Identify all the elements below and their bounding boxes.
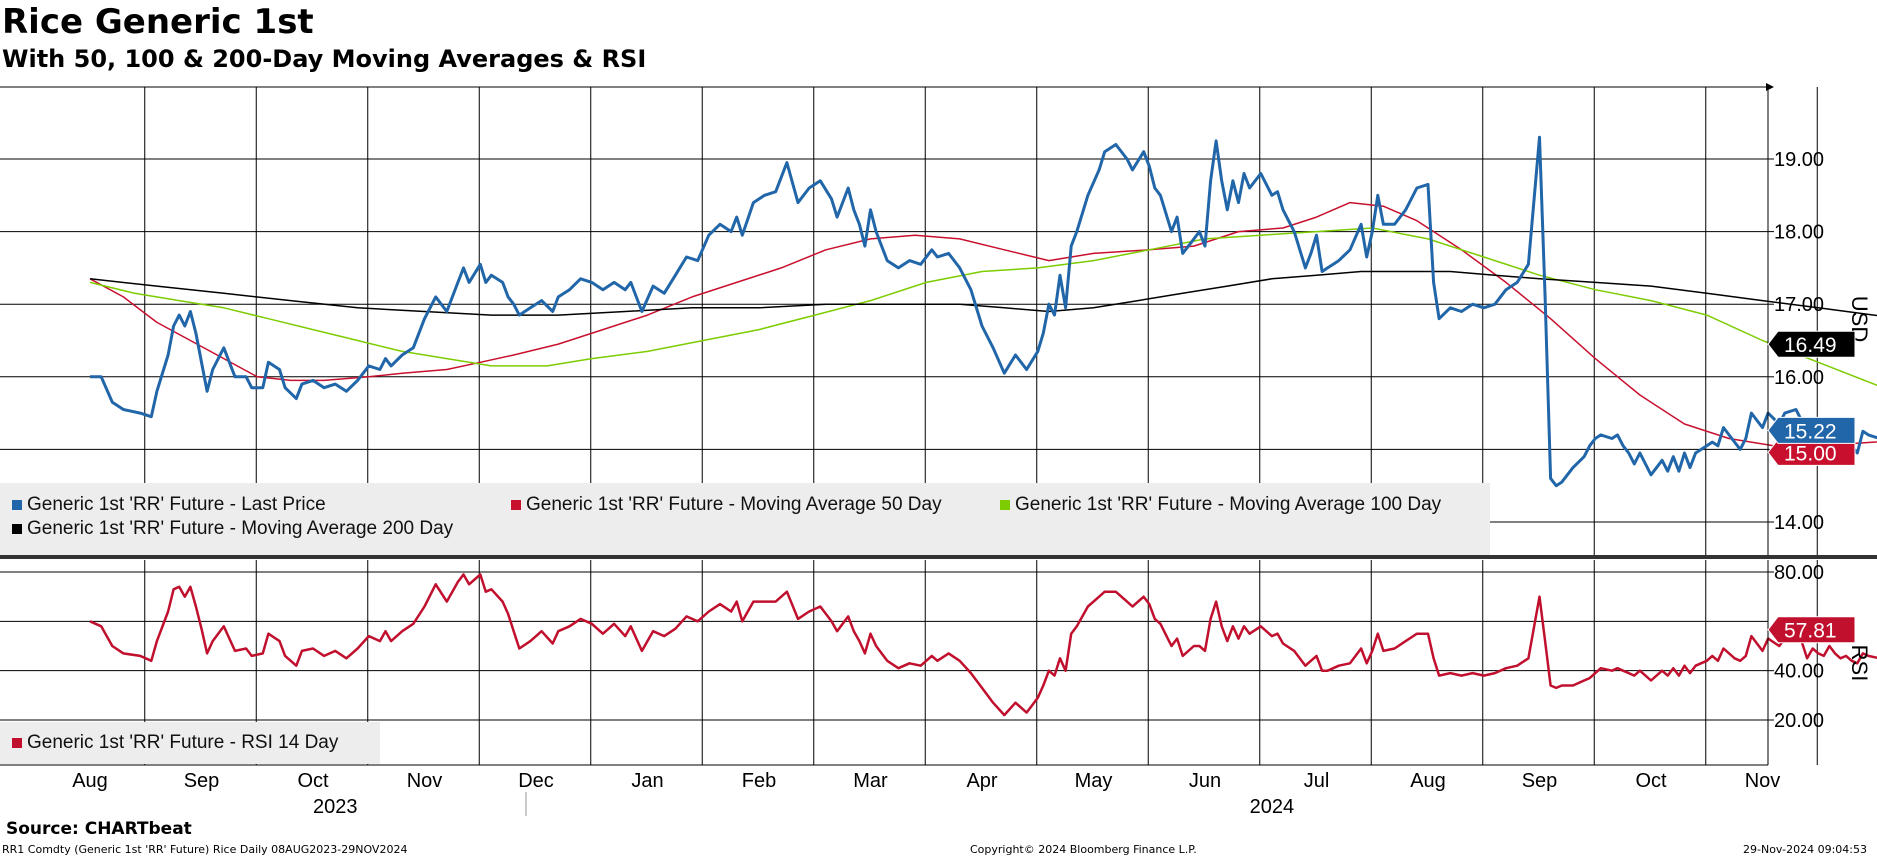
x-year-label: 2023: [313, 796, 358, 818]
value-tag-bg: [1767, 416, 1856, 444]
x-month-label: Feb: [742, 770, 776, 792]
footer-timestamp: 29-Nov-2024 09:04:53: [1743, 843, 1868, 856]
price-y-tick-label: 16.00: [1774, 367, 1824, 389]
x-month-label: Jan: [631, 770, 663, 792]
square-swatch-icon: [12, 500, 22, 510]
ma200-last-value-tag: 16.49: [1767, 330, 1856, 358]
price-y-tick-label: 19.00: [1774, 149, 1824, 171]
ma50-last-value-tag: 15.00: [1767, 438, 1856, 466]
legend-item-last-price: Generic 1st 'RR' Future - Last Price: [12, 494, 326, 516]
price-y-tick-label: 17.00: [1774, 294, 1824, 316]
square-swatch-icon: [511, 500, 521, 510]
x-month-label: Mar: [853, 770, 888, 792]
legend-item-ma200: Generic 1st 'RR' Future - Moving Average…: [12, 518, 453, 540]
rsi-y-axis-title: RSI: [1847, 645, 1872, 682]
x-year-label: 2024: [1250, 796, 1295, 818]
value-tag-bg: [1767, 330, 1856, 358]
square-swatch-icon: [12, 524, 22, 534]
value-tag-text: 16.49: [1784, 334, 1837, 357]
x-month-label: Sep: [184, 770, 220, 792]
last-price-line: [90, 135, 1877, 488]
x-month-label: Sep: [1522, 770, 1558, 792]
chart-subtitle: With 50, 100 & 200-Day Moving Averages &…: [2, 45, 647, 73]
square-swatch-icon: [12, 738, 22, 748]
x-month-label: Nov: [1745, 770, 1781, 792]
ma200-line: [89, 270, 1877, 317]
value-tag-text: 57.81: [1784, 620, 1837, 643]
ma100-line: [89, 227, 1877, 387]
rsi-y-tick-label: 80.00: [1774, 562, 1824, 584]
value-tag-bg: [1767, 616, 1856, 644]
x-month-label: Oct: [1635, 770, 1667, 792]
rsi-y-tick-label: 40.00: [1774, 661, 1824, 683]
last-price-value-tag: 15.22: [1767, 416, 1856, 444]
rsi-line: [89, 573, 1877, 717]
x-month-label: Dec: [518, 770, 554, 792]
panel-separator: [0, 555, 1877, 559]
price-y-tick-label: 14.00: [1774, 512, 1824, 534]
price-y-tick-label: 18.00: [1774, 222, 1824, 244]
chart-title: Rice Generic 1st: [2, 2, 314, 42]
square-swatch-icon: [1000, 500, 1010, 510]
footer-copyright: Copyright© 2024 Bloomberg Finance L.P.: [970, 843, 1197, 856]
x-month-label: May: [1075, 770, 1113, 792]
x-month-label: Jul: [1304, 770, 1330, 792]
x-month-label: Jun: [1189, 770, 1221, 792]
rsi-y-tick-label: 20.00: [1774, 710, 1824, 732]
axis-arrow-icon: [1766, 83, 1774, 91]
legend-item-rsi: Generic 1st 'RR' Future - RSI 14 Day: [12, 732, 338, 754]
legend-item-ma100: Generic 1st 'RR' Future - Moving Average…: [1000, 494, 1441, 516]
x-month-label: Nov: [407, 770, 443, 792]
x-month-label: Aug: [1410, 770, 1446, 792]
price-legend: Generic 1st 'RR' Future - Last Price Gen…: [0, 483, 1490, 555]
footer-left: RR1 Comdty (Generic 1st 'RR' Future) Ric…: [2, 843, 408, 856]
x-month-label: Aug: [72, 770, 108, 792]
x-month-label: Apr: [966, 770, 997, 792]
legend-item-ma50: Generic 1st 'RR' Future - Moving Average…: [511, 494, 942, 516]
x-month-label: Oct: [297, 770, 329, 792]
source-note: Source: CHARTbeat: [6, 819, 192, 839]
rsi-last-value-tag: 57.81: [1767, 616, 1856, 644]
rsi-legend: Generic 1st 'RR' Future - RSI 14 Day: [0, 722, 380, 764]
value-tag-text: 15.00: [1784, 442, 1837, 465]
value-tag-text: 15.22: [1784, 420, 1837, 443]
